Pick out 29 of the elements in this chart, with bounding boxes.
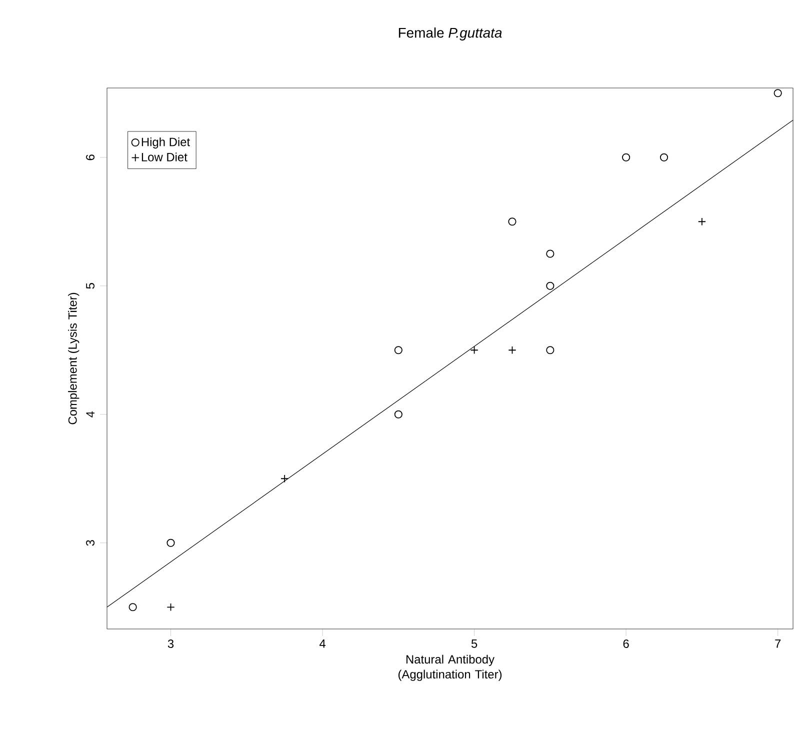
- point: [546, 250, 554, 258]
- legend-label: High Diet: [142, 137, 190, 149]
- x-tick-label: 5: [471, 640, 478, 648]
- point: [622, 153, 630, 162]
- point: [128, 603, 137, 612]
- point: [166, 603, 175, 612]
- x-axis-title: Natural Antibody (Agglutination Titer): [398, 654, 502, 681]
- y-tick-label: 3: [86, 540, 94, 546]
- point: [470, 346, 478, 354]
- x-tick-label: 3: [168, 640, 174, 648]
- chart-title: Female P.guttata: [398, 27, 502, 40]
- x-tick-label: 4: [319, 640, 326, 648]
- point: [394, 346, 402, 354]
- y-tick-label: 6: [86, 154, 94, 160]
- point: [546, 346, 554, 354]
- point: [508, 346, 516, 354]
- point: [508, 218, 516, 226]
- point: [280, 474, 289, 483]
- y-tick-label: 4: [86, 411, 94, 418]
- y-tick-label: 5: [86, 283, 94, 289]
- point: [774, 89, 782, 98]
- point: [546, 282, 554, 290]
- legend-label: Low Diet: [142, 152, 188, 162]
- y-axis-title: Complement (Lysis Titer): [68, 292, 80, 424]
- x-tick-label: 7: [775, 640, 781, 648]
- x-tick-label: 6: [623, 640, 629, 648]
- point: [394, 410, 402, 418]
- point: [660, 153, 668, 162]
- point: [166, 538, 175, 547]
